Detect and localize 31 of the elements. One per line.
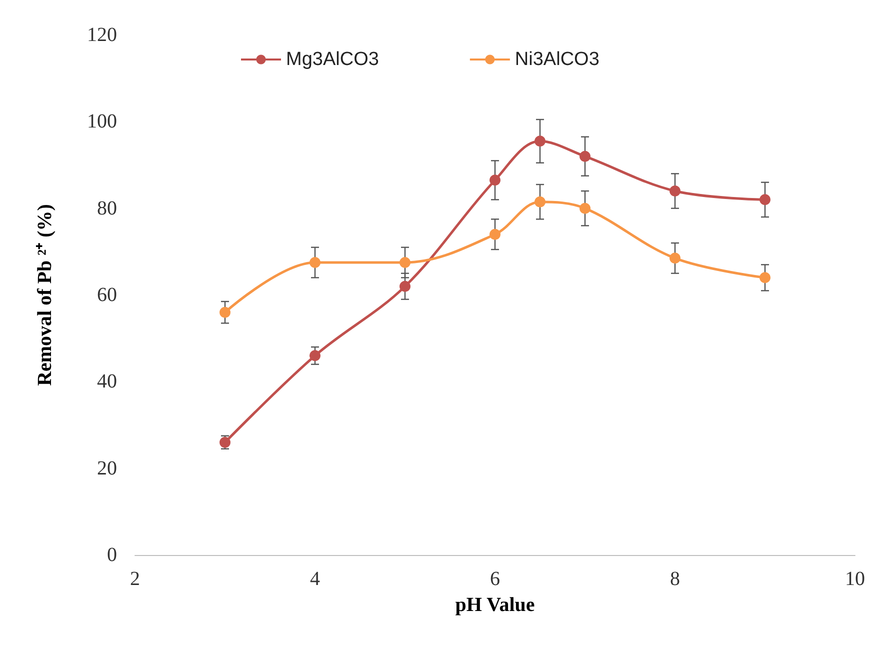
point [670,252,680,264]
y-tick-label: 80 [97,197,117,220]
point [760,272,770,284]
point [490,174,500,186]
x-tick-label: 2 [130,568,140,590]
point [580,150,590,162]
point [310,257,320,268]
x-tick-label: 6 [490,568,500,590]
y-tick-label: 20 [97,457,117,480]
point [220,306,230,318]
x-tick-label: 10 [845,568,865,590]
point [490,228,500,240]
x-tick-label: 8 [670,568,680,590]
y-tick-label: 120 [87,24,117,46]
legend-label: Ni3AlCO3 [514,49,600,70]
point [310,350,320,362]
x-axis-title: pH Value [455,594,535,616]
y-tick-label: 100 [87,110,117,133]
y-axis-title: Removal of Pb ²⁺ (%) [34,204,56,386]
point [760,194,770,206]
y-tick-label: 0 [107,544,117,566]
point [400,280,410,292]
x-tick-label: 4 [310,568,320,590]
point [534,136,546,147]
point [400,257,410,268]
point [670,186,680,196]
point [580,202,590,214]
point [534,196,546,208]
legend-label: Mg3AlCO3 [286,49,379,70]
y-tick-label: 40 [97,370,117,393]
y-tick-label: 60 [97,284,117,306]
